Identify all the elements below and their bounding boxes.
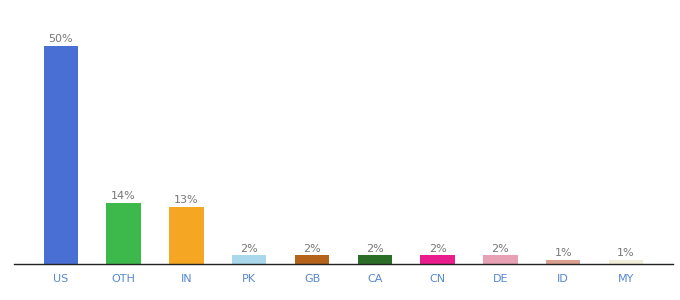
Bar: [483, 255, 517, 264]
Bar: [609, 260, 643, 264]
Bar: [294, 255, 329, 264]
Text: 50%: 50%: [48, 34, 73, 44]
Bar: [106, 203, 141, 264]
Text: 14%: 14%: [112, 191, 136, 201]
Bar: [232, 255, 267, 264]
Text: 1%: 1%: [554, 248, 572, 258]
Text: 2%: 2%: [366, 244, 384, 254]
Text: 2%: 2%: [428, 244, 447, 254]
Bar: [546, 260, 581, 264]
Bar: [44, 46, 78, 264]
Bar: [358, 255, 392, 264]
Text: 2%: 2%: [240, 244, 258, 254]
Text: 2%: 2%: [492, 244, 509, 254]
Text: 13%: 13%: [174, 196, 199, 206]
Bar: [420, 255, 455, 264]
Bar: [169, 207, 204, 264]
Text: 1%: 1%: [617, 248, 634, 258]
Text: 2%: 2%: [303, 244, 321, 254]
